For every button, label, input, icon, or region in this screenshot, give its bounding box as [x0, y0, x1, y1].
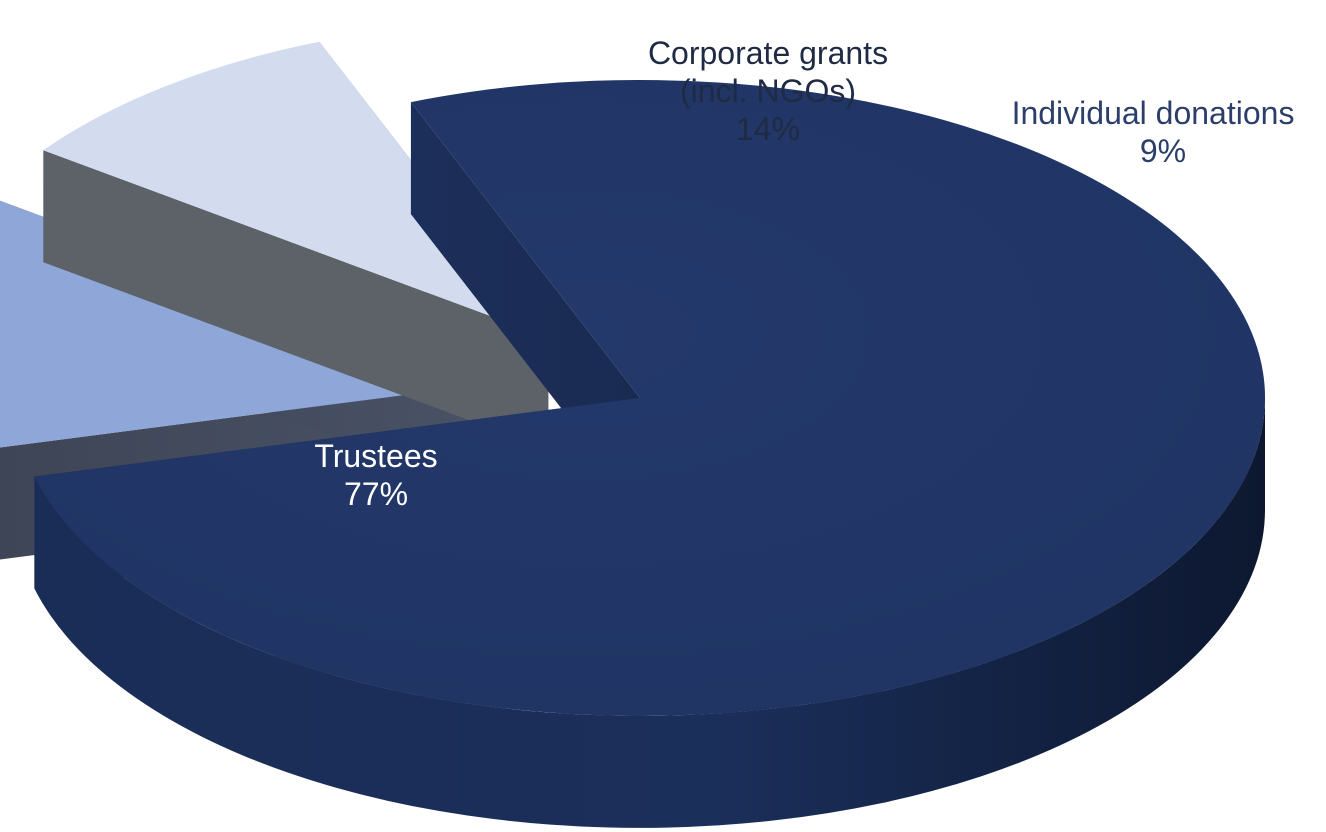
- slice-name-label: Corporate grants: [648, 35, 888, 71]
- slice-top: [43, 41, 549, 338]
- slice-wall: [43, 150, 549, 450]
- slice-name-label: Trustees: [314, 438, 437, 474]
- slice-name-label: (incl. NGOs): [680, 73, 856, 109]
- slice-top: [34, 79, 1266, 716]
- slice-value-label: 77%: [344, 476, 408, 512]
- slice-value-label: 9%: [1140, 133, 1186, 169]
- slice-value-label: 14%: [736, 111, 800, 147]
- slice-side: [34, 398, 1265, 828]
- pie-slice-3: [43, 41, 549, 450]
- slice-name-label: Individual donations: [1012, 95, 1295, 131]
- pie-slice-1: [34, 79, 1266, 828]
- slice-label-2: Corporate grants(incl. NGOs)14%: [648, 35, 888, 147]
